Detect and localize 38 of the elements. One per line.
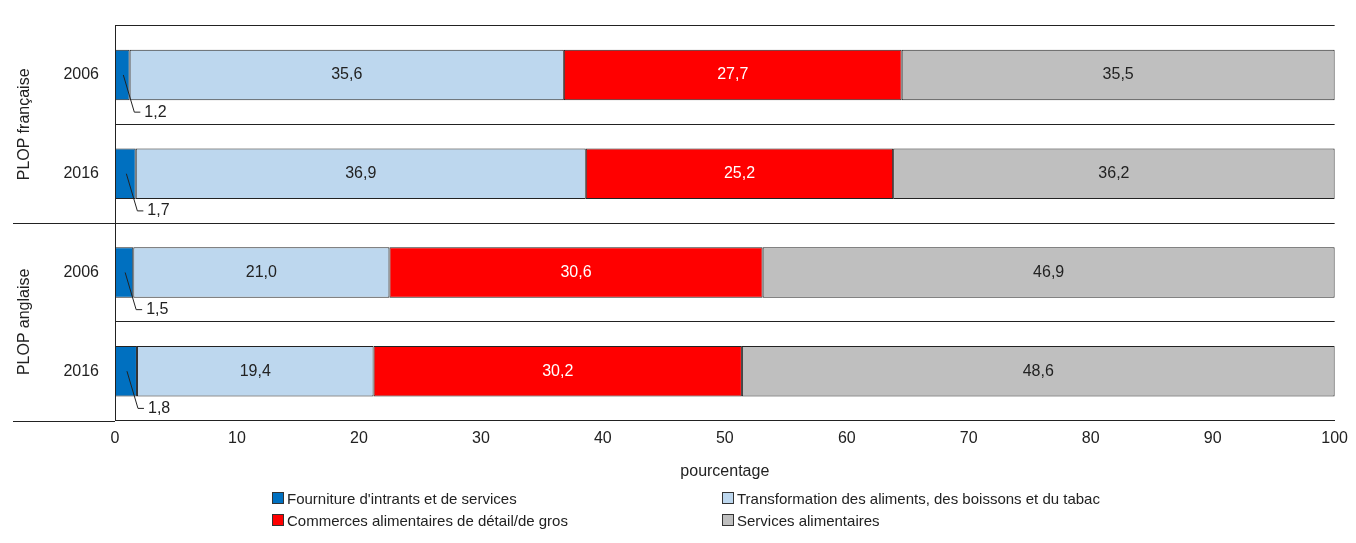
x-tick-label: 50	[715, 428, 734, 446]
x-tick-label: 10	[228, 428, 246, 446]
data-label: 48,6	[1022, 361, 1054, 379]
data-label: 30,2	[542, 361, 574, 379]
legend-label: Services alimentaires	[737, 511, 880, 529]
data-label: 35,6	[331, 65, 363, 83]
x-tick-label: 20	[350, 428, 368, 446]
text: PLOP anglaise	[15, 268, 33, 376]
y-tick-label: 2016	[63, 164, 100, 182]
x-tick-label: 0	[110, 428, 120, 446]
data-label: 36,9	[345, 164, 377, 182]
x-tick-label: 100	[1321, 428, 1349, 446]
data-label: 1,8	[147, 398, 171, 416]
data-label: 27,7	[717, 65, 749, 83]
text: PLOP française	[15, 68, 33, 181]
y-tick-label: 2016	[63, 361, 100, 379]
legend-label: Transformation des aliments, des boissons et du tabac	[737, 489, 1100, 507]
y-tick-label: 2006	[63, 262, 100, 280]
data-label: 1,2	[144, 102, 167, 120]
data-label: 35,5	[1102, 65, 1134, 83]
x-tick-label: 90	[1203, 428, 1222, 446]
legend-label: Fourniture d'intrants et de services	[287, 489, 517, 507]
x-tick-label: 60	[837, 428, 856, 446]
data-label: 25,2	[723, 164, 756, 182]
x-tick-label: 80	[1081, 428, 1100, 446]
data-label: 46,9	[1033, 262, 1065, 280]
y-tick-label: 2006	[63, 65, 100, 83]
data-label: 1,5	[146, 300, 169, 318]
x-tick-label: 40	[593, 428, 612, 446]
data-label: 21,0	[245, 262, 278, 280]
x-tick-label: 70	[959, 428, 978, 446]
data-label: 36,2	[1098, 164, 1130, 182]
data-label: 30,6	[560, 262, 592, 280]
data-label: 1,7	[147, 201, 170, 219]
x-axis-title: pourcentage	[680, 461, 770, 479]
legend-label: Commerces alimentaires de détail/de gros	[287, 511, 568, 529]
x-tick-label: 30	[472, 428, 490, 446]
data-label: 19,4	[239, 361, 271, 379]
